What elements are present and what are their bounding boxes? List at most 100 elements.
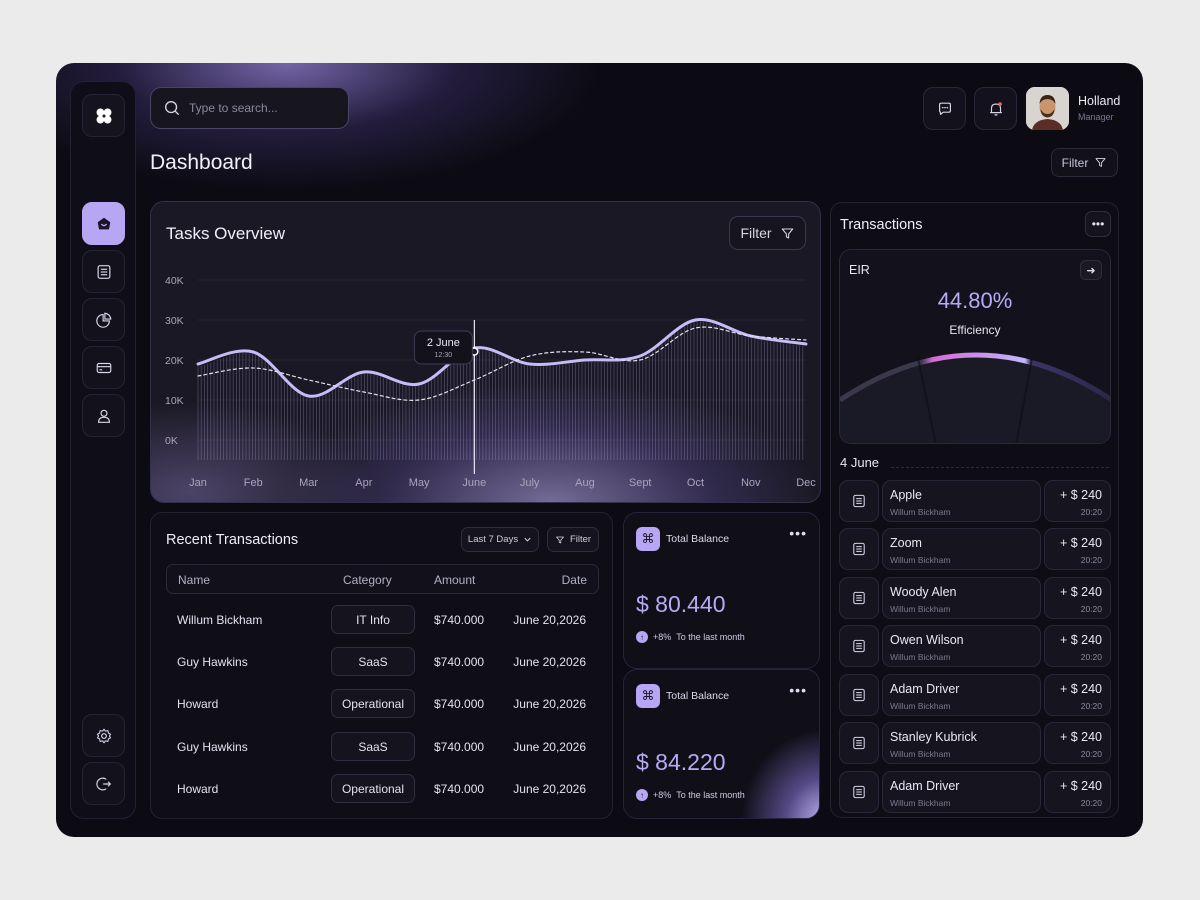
transaction-person: Willum Bickham bbox=[890, 555, 951, 565]
chat-icon bbox=[938, 102, 951, 115]
row-date: June 20,2026 bbox=[513, 697, 586, 711]
page-title: Dashboard bbox=[150, 151, 253, 174]
transaction-amount: + $ 240 bbox=[1059, 536, 1102, 550]
secondary-series-line bbox=[197, 326, 807, 401]
primary-series-line bbox=[196, 318, 808, 398]
x-tick-label: June bbox=[462, 477, 486, 489]
pie-chart-icon bbox=[95, 312, 111, 328]
chevron-down-icon bbox=[524, 537, 531, 542]
efficiency-gauge bbox=[840, 352, 1110, 443]
row-date: June 20,2026 bbox=[513, 782, 586, 796]
tasks-filter-button[interactable]: Filter bbox=[729, 216, 806, 250]
efficiency-value: 44.80% bbox=[937, 288, 1013, 313]
recent-filter-button[interactable]: Filter bbox=[547, 527, 599, 552]
date-heading: 4 June bbox=[840, 455, 880, 470]
sidebar-item-home[interactable] bbox=[82, 202, 125, 245]
x-tick-label: Mar bbox=[299, 477, 318, 489]
list-icon bbox=[97, 264, 110, 279]
date-range-select[interactable]: Last 7 Days bbox=[461, 527, 539, 552]
transaction-item[interactable]: Owen Wilson Willum Bickham + $ 240 20:20 bbox=[839, 625, 1111, 667]
transaction-name: Stanley Kubrick bbox=[890, 730, 977, 744]
table-row[interactable]: Willum Bickham IT Info $740.000 June 20,… bbox=[166, 605, 599, 635]
x-tick-label: July bbox=[520, 477, 540, 489]
tasks-chart: 40K 30K 20K 10K 0K Jan Feb Mar Apr May June July Aug… bbox=[165, 275, 816, 489]
more-options-button[interactable]: ••• bbox=[1085, 211, 1111, 237]
filter-label: Filter bbox=[569, 534, 592, 545]
row-amount: $740.000 bbox=[434, 697, 485, 711]
row-amount: $740.000 bbox=[434, 613, 485, 627]
filter-icon bbox=[1095, 158, 1106, 167]
filter-label: Filter bbox=[1061, 155, 1089, 170]
transaction-name: Owen Wilson bbox=[890, 633, 964, 647]
settings-button[interactable] bbox=[82, 714, 125, 757]
y-tick-label: 20K bbox=[165, 355, 184, 367]
x-tick-label: Jan bbox=[189, 477, 207, 489]
column-header: Name bbox=[178, 573, 211, 587]
x-tick-label: Aug bbox=[575, 477, 595, 489]
transaction-item[interactable]: Adam Driver Willum Bickham + $ 240 20:20 bbox=[839, 674, 1111, 716]
transaction-amount: + $ 240 bbox=[1059, 779, 1102, 793]
row-name: Howard bbox=[177, 782, 219, 796]
table-row[interactable]: Howard Operational $740.000 June 20,2026 bbox=[166, 689, 599, 719]
sidebar-item-profile[interactable] bbox=[82, 394, 125, 437]
transaction-item[interactable]: Stanley Kubrick Willum Bickham + $ 240 20:… bbox=[839, 722, 1111, 764]
table-row[interactable]: Guy Hawkins SaaS $740.000 June 20,2026 bbox=[166, 732, 599, 762]
receipt-icon bbox=[839, 722, 879, 764]
more-options-icon[interactable]: ••• bbox=[789, 682, 807, 698]
more-options-icon[interactable]: ••• bbox=[789, 525, 807, 541]
change-note: To the last month bbox=[676, 632, 745, 642]
sidebar-item-cards[interactable] bbox=[82, 346, 125, 389]
balance-change: ↑ +8% To the last month bbox=[636, 631, 745, 643]
sidebar-item-analytics[interactable] bbox=[82, 298, 125, 341]
card-title: Recent Transactions bbox=[166, 532, 299, 548]
category-badge: Operational bbox=[331, 689, 415, 718]
receipt-icon bbox=[839, 577, 879, 619]
tooltip-box bbox=[413, 330, 473, 365]
dashboard-filter-button[interactable]: Filter bbox=[1051, 148, 1118, 177]
receipt-icon bbox=[839, 771, 879, 813]
y-tick-label: 0K bbox=[165, 435, 178, 447]
transaction-time: 20:20 bbox=[1080, 701, 1102, 711]
messages-button[interactable] bbox=[923, 87, 966, 130]
total-balance-card: ⌘ Total Balance ••• $ 80.440 ↑ +8% To th… bbox=[623, 512, 820, 669]
user-icon bbox=[97, 409, 110, 423]
total-balance-card: ⌘ Total Balance ••• $ 84.220 ↑ +8% To th… bbox=[623, 669, 820, 819]
transaction-amount: + $ 240 bbox=[1059, 488, 1102, 502]
notifications-button[interactable] bbox=[974, 87, 1017, 130]
x-tick-label: Apr bbox=[355, 477, 372, 489]
x-tick-label: Dec bbox=[796, 477, 816, 489]
transaction-item[interactable]: Woody Alen Willum Bickham + $ 240 20:20 bbox=[839, 577, 1111, 619]
transaction-name: Adam Driver bbox=[890, 779, 960, 793]
x-tick-label: Nov bbox=[741, 477, 761, 489]
transaction-item[interactable]: Adam Driver Willum Bickham + $ 240 20:20 bbox=[839, 771, 1111, 813]
x-tick-label: May bbox=[409, 477, 430, 489]
logout-button[interactable] bbox=[82, 762, 125, 805]
row-name: Willum Bickham bbox=[177, 613, 263, 627]
balance-change: ↑ +8% To the last month bbox=[636, 789, 745, 801]
user-role: Manager bbox=[1078, 112, 1114, 122]
app-logo[interactable] bbox=[82, 94, 125, 137]
sidebar-item-tasks[interactable] bbox=[82, 250, 125, 293]
category-badge: SaaS bbox=[331, 647, 415, 676]
column-header: Date bbox=[561, 573, 587, 587]
transactions-panel: Transactions ••• bbox=[830, 202, 1119, 818]
table-row[interactable]: Howard Operational $740.000 June 20,2026 bbox=[166, 774, 599, 804]
card-icon bbox=[96, 362, 111, 373]
transaction-person: Willum Bickham bbox=[890, 701, 951, 711]
table-row[interactable]: Guy Hawkins SaaS $740.000 June 20,2026 bbox=[166, 647, 599, 677]
table-header: Name Category Amount Date bbox=[166, 564, 599, 594]
search-bar[interactable] bbox=[150, 87, 349, 129]
row-name: Guy Hawkins bbox=[177, 740, 248, 754]
filter-icon bbox=[781, 227, 793, 239]
arrow-right-icon[interactable]: ➜ bbox=[1080, 260, 1102, 280]
transaction-name: Woody Alen bbox=[890, 585, 957, 599]
transaction-time: 20:20 bbox=[1080, 749, 1102, 759]
transaction-time: 20:20 bbox=[1080, 507, 1102, 517]
transaction-item[interactable]: Zoom Willum Bickham + $ 240 20:20 bbox=[839, 528, 1111, 570]
search-input[interactable] bbox=[189, 101, 339, 115]
transaction-item[interactable]: Apple Willum Bickham + $ 240 20:20 bbox=[839, 480, 1111, 522]
column-header: Amount bbox=[434, 573, 476, 587]
date-range-label: Last 7 Days bbox=[467, 534, 519, 545]
y-tick-label: 40K bbox=[165, 275, 184, 287]
avatar[interactable] bbox=[1026, 87, 1069, 130]
